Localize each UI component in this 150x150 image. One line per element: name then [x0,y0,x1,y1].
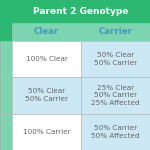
FancyBboxPatch shape [0,114,12,150]
FancyBboxPatch shape [12,23,81,40]
Text: 100% Carrier: 100% Carrier [23,129,70,135]
FancyBboxPatch shape [0,0,12,150]
Text: 100% Clear: 100% Clear [26,56,68,62]
FancyBboxPatch shape [81,40,150,77]
FancyBboxPatch shape [12,114,81,150]
FancyBboxPatch shape [81,23,150,40]
FancyBboxPatch shape [81,114,150,150]
FancyBboxPatch shape [12,0,150,23]
Text: 50% Clear
50% Carrier: 50% Clear 50% Carrier [94,52,137,66]
FancyBboxPatch shape [12,77,81,114]
FancyBboxPatch shape [0,77,12,114]
Text: 25% Clear
50% Carrier
25% Affected: 25% Clear 50% Carrier 25% Affected [91,84,140,106]
FancyBboxPatch shape [0,40,12,77]
Text: 50% Carrier
50% Affected: 50% Carrier 50% Affected [91,125,140,139]
Text: Parent 2 Genotype: Parent 2 Genotype [33,7,129,16]
Text: 50% Clear
50% Carrier: 50% Clear 50% Carrier [25,88,68,102]
Text: Clear: Clear [34,27,59,36]
FancyBboxPatch shape [81,77,150,114]
Text: Carrier: Carrier [99,27,132,36]
FancyBboxPatch shape [12,40,81,77]
